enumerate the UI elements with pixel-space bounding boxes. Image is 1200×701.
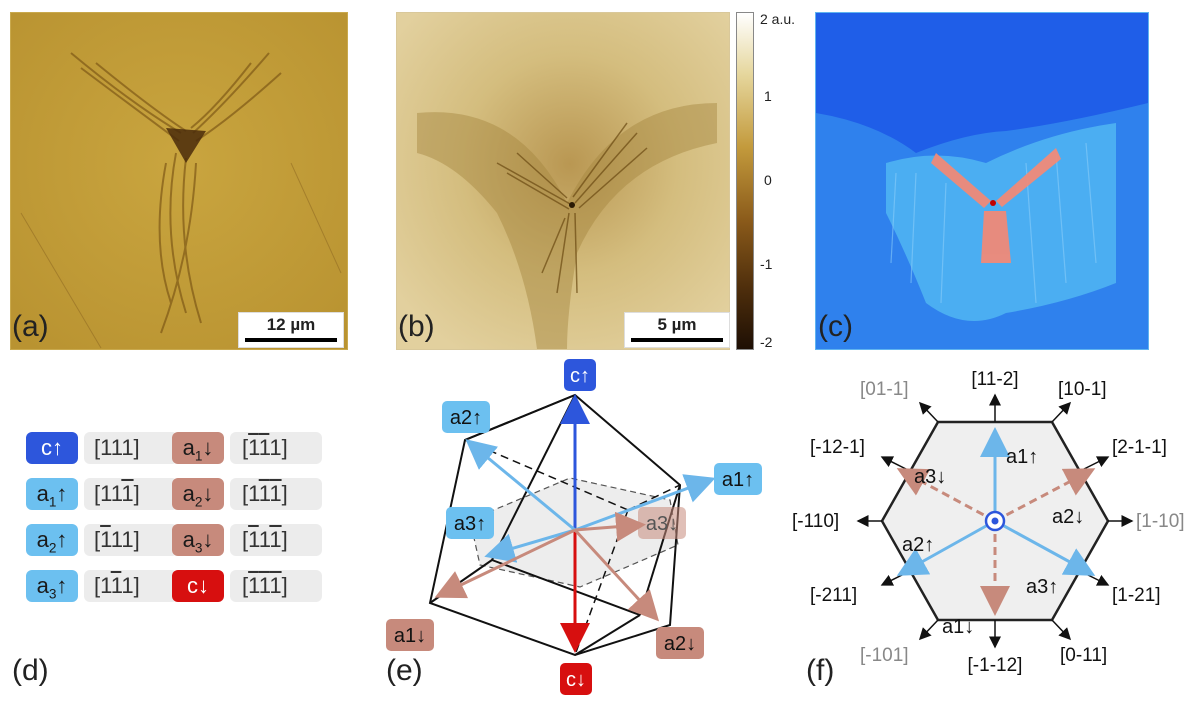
cube-badge-a3-up (446, 507, 494, 539)
dir-m11m1: [111] (230, 524, 322, 556)
badge-a1-up: a1↑ (26, 478, 78, 510)
dir-1m1m1: [111] (230, 478, 322, 510)
dir-label-m211: [-211] (810, 585, 857, 606)
colorbar-tick-1: 1 (764, 88, 772, 104)
dir-1m11: [111] (84, 570, 178, 602)
vec-a3-down (574, 511, 646, 542)
hex-vec-a3-up (994, 519, 1096, 576)
hex-label-a1-up: a1↑ (1006, 446, 1038, 468)
hex-label-a1-down: a1↓ (942, 616, 974, 638)
hex-label-a2-up: a2↑ (902, 534, 934, 556)
cube-label-a3-down: a3↓ (646, 513, 678, 535)
dir-arrow-0m11 (1051, 619, 1072, 641)
cube-badge-c-up (564, 359, 596, 391)
cube-badge-a2-up (442, 401, 490, 433)
dir-111: [111] (84, 432, 178, 464)
dir-label-1m21: [1-21] (1112, 585, 1161, 606)
panel-label-d: (d) (12, 654, 49, 687)
cube-label-a1-up: a1↑ (722, 469, 754, 491)
dir-arrow-2m1m1 (1079, 456, 1110, 472)
panel-label-f: (f) (806, 654, 835, 687)
colorbar-tick-0: 0 (764, 172, 772, 188)
colorbar-tick-neg1: -1 (760, 256, 773, 272)
cube-edge-inner5 (491, 559, 641, 616)
badge-a2-up: a2↑ (26, 524, 78, 556)
domain-table: c↑ [111] a1↓ [111] a1↑ [111] a2↓ [111] a… (26, 432, 322, 612)
hex-vec-a2-down (994, 468, 1096, 523)
cube-label-a2-down: a2↓ (664, 633, 696, 655)
domain-map-c (815, 12, 1149, 350)
dir-11m1: [111] (84, 478, 178, 510)
hexagon-diagram: a1↑ a2↓ a3↑ a1↓ a2↑ a3↓ [11-2] [10-1] [2… (792, 369, 1185, 676)
cube-label-a2-up: a2↑ (450, 407, 482, 429)
cube-label-c-up: c↑ (570, 365, 590, 387)
hex-label-a2-down: a2↓ (1052, 506, 1084, 528)
cube-diagram: c↑ a2↑ a1↑ a3↑ a3↓ a1↓ a2↓ c↓ (386, 359, 762, 695)
dir-label-01m1: [01-1] (860, 379, 909, 400)
cube-hidden-2 (627, 484, 681, 511)
cube-badge-c-down (560, 663, 592, 695)
dir-m1m11: [111] (230, 432, 322, 464)
dir-arrow-10m1 (1051, 401, 1072, 423)
badge-a2-down: a2↓ (172, 478, 224, 510)
dir-m111: [111] (84, 524, 178, 556)
scale-bar-a (245, 338, 337, 342)
badge-c-down: c↓ (172, 570, 224, 602)
vec-a1-up (574, 474, 716, 532)
cube-badge-a1-down (386, 619, 434, 651)
scale-box-b: 5 µm (624, 312, 730, 348)
cube-label-c-down: c↓ (566, 669, 586, 691)
cube-edge-inner3 (429, 559, 493, 604)
scale-text-b: 5 µm (657, 315, 697, 334)
badge-c-up: c↑ (26, 432, 78, 464)
badge-a1-down: a1↓ (172, 432, 224, 464)
afm-image-a (10, 12, 348, 350)
badge-a3-up: a3↑ (26, 570, 78, 602)
cube-badge-a2-down (656, 627, 704, 659)
dir-arrow-1m21 (1079, 570, 1110, 586)
panel-label-c: (c) (818, 310, 853, 343)
dir-label-11m2: [11-2] (971, 369, 1018, 390)
cube-label-a3-up: a3↑ (454, 513, 486, 535)
dir-label-m12m1: [-12-1] (810, 437, 865, 458)
dir-label-2m1m1: [2-1-1] (1112, 437, 1167, 458)
scale-bar-b (631, 338, 723, 342)
cube-badge-a3-down (638, 507, 686, 539)
colorbar-tick-2: 2 a.u. (760, 11, 796, 27)
vec-a2-down (573, 528, 660, 622)
cube-label-a1-down: a1↓ (394, 625, 426, 647)
dir-m1m1m1: [111] (230, 570, 322, 602)
hex-vec-a2-up (896, 519, 996, 576)
panel-label-b: (b) (398, 310, 435, 343)
afm-image-b (396, 12, 730, 350)
vec-a1-down (434, 528, 576, 599)
vec-a3-up (484, 528, 576, 563)
hex-label-a3-down: a3↓ (914, 466, 946, 488)
dir-label-m101: [-101] (860, 645, 909, 666)
panel-label-e: (e) (386, 654, 423, 687)
colorbar-tick-neg2: -2 (760, 334, 773, 350)
hex-vec-a3-down (896, 468, 996, 523)
dir-label-1m10: [1-10] (1136, 511, 1185, 532)
cube-badge-a1-up (714, 463, 762, 495)
panel-label-a: (a) (12, 310, 49, 343)
dir-label-m1m12: [-1-12] (968, 655, 1023, 676)
vec-a2-up (465, 439, 576, 532)
dir-arrow-01m1 (918, 401, 939, 423)
colorbar (736, 12, 754, 350)
dir-label-0m11: [0-11] (1060, 645, 1107, 666)
dir-arrow-m12m1 (880, 456, 911, 472)
dir-label-10m1: [10-1] (1058, 379, 1107, 400)
dir-label-m110: [-110] (792, 511, 839, 532)
scale-box-a: 12 µm (238, 312, 344, 348)
scale-text-a: 12 µm (266, 315, 316, 334)
cube-edge-inner2 (574, 614, 641, 656)
hex-label-a3-up: a3↑ (1026, 576, 1058, 598)
badge-a3-down: a3↓ (172, 524, 224, 556)
dir-arrow-m211 (880, 570, 911, 586)
dir-arrow-m101 (918, 619, 939, 641)
